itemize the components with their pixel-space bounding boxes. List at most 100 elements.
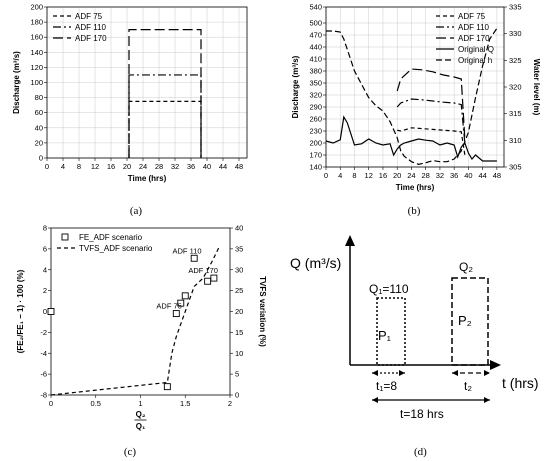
x-tick-label: 0 <box>49 399 53 408</box>
q-axis-label: Q (m³/s) <box>290 255 341 271</box>
data-point-square <box>190 254 198 262</box>
point-annotation: ADF 75 <box>156 302 181 311</box>
y-tick-label: 100 <box>30 78 43 87</box>
x-tick-label: 40 <box>464 171 472 180</box>
y-tick-label: 540 <box>309 3 322 12</box>
series-line-1 <box>128 74 202 158</box>
y-tick-label: 350 <box>309 79 322 88</box>
series-line-3 <box>325 115 497 162</box>
y-tick-label: 470 <box>309 31 322 40</box>
x-tick-label: 12 <box>91 162 99 171</box>
p2-label: P₂ <box>458 313 472 328</box>
series-line-0 <box>397 127 466 156</box>
x-tick-label: 36 <box>450 171 458 180</box>
caption: (b) <box>408 205 421 217</box>
legend-marker <box>61 233 69 241</box>
x-tick-label: 24 <box>139 162 147 171</box>
x-tick-label: 24 <box>407 171 415 180</box>
data-point-square <box>47 308 55 315</box>
y-tick-label: -8 <box>40 391 47 400</box>
legend-label: ADF 170 <box>458 34 490 43</box>
y-tick-label: 6 <box>43 244 47 253</box>
plot-frame <box>50 227 231 396</box>
y-tick-label: 180 <box>30 18 43 27</box>
y-right-tick-label: 320 <box>509 83 522 92</box>
legend-label: ADF 170 <box>75 34 107 43</box>
point-annotation: ADF 110 <box>173 246 202 255</box>
y-right-tick-label: 305 <box>509 163 522 172</box>
x-tick-label: 16 <box>379 171 387 180</box>
legend-label: ADF 75 <box>75 12 103 21</box>
y-tick-label: 320 <box>309 91 322 100</box>
q2-label: Q₂ <box>459 260 473 274</box>
x-tick-label: 28 <box>155 162 163 171</box>
x-tick-label: 1 <box>138 399 142 408</box>
x-tick-label: 48 <box>493 171 501 180</box>
x-axis-label-num: Q₂ <box>136 410 146 419</box>
y-right-tick-label: 10 <box>235 349 243 358</box>
q1-label: Q₁=110 <box>369 282 409 296</box>
y-right-tick-label: 35 <box>235 244 243 253</box>
x-tick-label: 16 <box>107 162 115 171</box>
y-tick-label: 440 <box>309 43 322 52</box>
x-tick-label: 44 <box>219 162 227 171</box>
t2-label: t₂ <box>464 379 472 393</box>
y-axis-label: Discharge (m³/s) <box>291 55 300 118</box>
total-duration-label: t=18 hrs <box>400 407 444 421</box>
x-tick-label: 40 <box>203 162 211 171</box>
y-right-tick-label: 330 <box>509 29 522 38</box>
y-tick-label: 140 <box>30 48 43 57</box>
x-tick-label: 32 <box>171 162 179 171</box>
x-tick-label: 12 <box>365 171 373 180</box>
y-tick-label: 60 <box>35 108 43 117</box>
x-axis-label-den: Q₁ <box>136 422 146 431</box>
data-point-square <box>172 310 180 318</box>
x-axis-label: Time (hrs) <box>128 174 167 183</box>
series-line-1 <box>50 246 220 396</box>
data-point-square <box>163 383 171 391</box>
y-right-tick-label: 5 <box>235 370 239 379</box>
y-right-tick-label: 325 <box>509 56 522 65</box>
x-axis-label: Time (hrs) <box>396 183 435 192</box>
chart-panel-0: 0 4 8 12 16 20 24 28 32 36 40 44 4802040608010012014… <box>12 3 248 217</box>
x-tick-label: 44 <box>478 171 486 180</box>
p1-label: P₁ <box>378 328 392 343</box>
x-tick-label: 8 <box>352 171 356 180</box>
series-line-4 <box>326 28 498 165</box>
y-tick-label: 20 <box>35 138 43 147</box>
y-right-tick-label: 25 <box>235 286 243 295</box>
y-tick-label: 500 <box>309 19 322 28</box>
chart-panel-2: 0 0.5 1 1.5 2-8-6-4-2024680510152025303540TV… <box>16 224 267 459</box>
caption: (a) <box>130 205 143 217</box>
y-tick-label: 410 <box>309 55 322 64</box>
y-tick-label: 290 <box>309 103 322 112</box>
data-point-square <box>177 299 185 307</box>
y-right-tick-label: 310 <box>509 136 522 145</box>
legend-label: ADF 110 <box>458 23 490 32</box>
x-tick-label: 8 <box>77 162 81 171</box>
y-right-tick-label: 30 <box>235 265 243 274</box>
y-tick-label: 8 <box>43 224 47 233</box>
legend-label: TVFS_ADF scenario <box>79 244 153 253</box>
x-tick-label: 0 <box>324 171 328 180</box>
legend-label: Original Q <box>458 45 494 54</box>
y-tick-label: 200 <box>30 3 43 12</box>
t1-label: t₁=8 <box>376 379 397 393</box>
x-tick-label: 20 <box>393 171 401 180</box>
data-point-square <box>210 274 218 282</box>
point-annotation: ADF 170 <box>188 266 218 275</box>
y-tick-label: 200 <box>309 139 322 148</box>
y-tick-label: 170 <box>309 151 322 160</box>
legend-label: Original h <box>458 56 492 65</box>
y-tick-label: 0 <box>39 154 43 163</box>
y-right-tick-label: 335 <box>509 3 522 12</box>
y-axis-label: (FE₂/FE₁ − 1) · 100 (%) <box>16 269 25 353</box>
y-right-axis-label: TVFS variation (%) <box>258 276 267 347</box>
y-right-tick-label: 20 <box>235 307 243 316</box>
pulse-p2 <box>451 277 489 366</box>
t-axis-label: t (hrs) <box>502 375 539 391</box>
legend-label: ADF 75 <box>458 12 486 21</box>
x-tick-label: 0.5 <box>91 399 101 408</box>
x-tick-label: 28 <box>422 171 430 180</box>
y-right-tick-label: 0 <box>235 391 239 400</box>
